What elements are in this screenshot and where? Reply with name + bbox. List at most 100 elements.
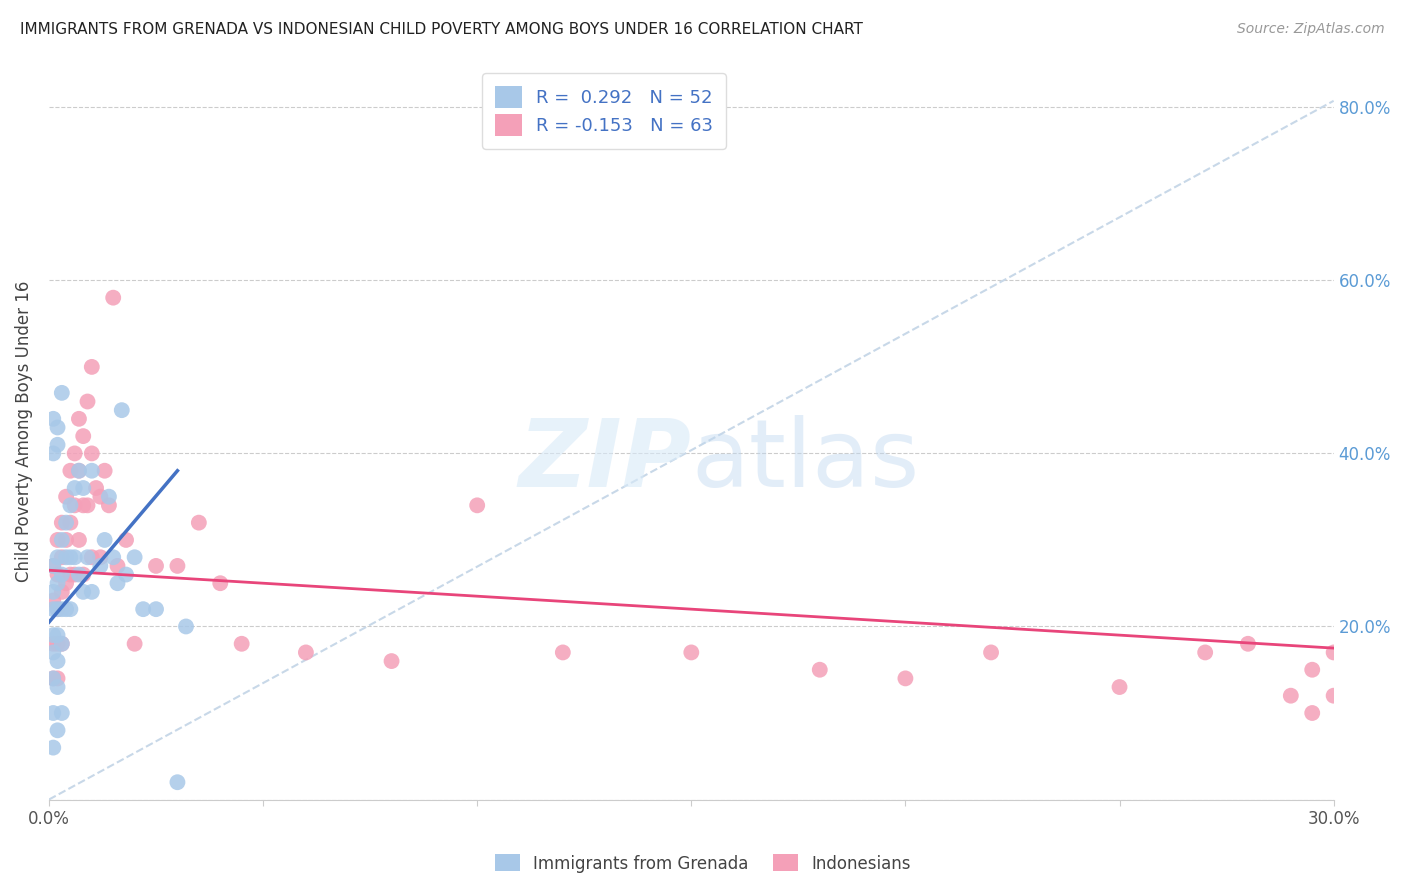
Point bbox=[42, 602, 65, 616]
Point bbox=[59, 499, 82, 513]
Point bbox=[46, 533, 69, 547]
Point bbox=[63, 550, 86, 565]
Point bbox=[46, 628, 69, 642]
Point bbox=[1301, 663, 1323, 677]
Point bbox=[80, 359, 103, 374]
Text: IMMIGRANTS FROM GRENADA VS INDONESIAN CHILD POVERTY AMONG BOYS UNDER 16 CORRELAT: IMMIGRANTS FROM GRENADA VS INDONESIAN CH… bbox=[20, 22, 862, 37]
Point bbox=[46, 576, 69, 591]
Text: ZIP: ZIP bbox=[519, 415, 692, 508]
Point bbox=[42, 593, 65, 607]
Point bbox=[55, 516, 77, 530]
Point bbox=[111, 403, 134, 417]
Point bbox=[51, 567, 73, 582]
Point bbox=[980, 645, 1002, 659]
Point bbox=[51, 706, 73, 720]
Point bbox=[465, 499, 488, 513]
Point bbox=[63, 446, 86, 460]
Point bbox=[46, 602, 69, 616]
Point bbox=[1323, 645, 1346, 659]
Point bbox=[231, 637, 253, 651]
Point bbox=[80, 585, 103, 599]
Point bbox=[46, 637, 69, 651]
Point bbox=[67, 567, 90, 582]
Point bbox=[55, 533, 77, 547]
Point bbox=[124, 637, 146, 651]
Point bbox=[42, 637, 65, 651]
Point bbox=[551, 645, 574, 659]
Point bbox=[59, 602, 82, 616]
Point bbox=[42, 645, 65, 659]
Point bbox=[67, 464, 90, 478]
Point bbox=[808, 663, 831, 677]
Point bbox=[72, 481, 94, 495]
Point bbox=[145, 558, 167, 573]
Point bbox=[42, 672, 65, 686]
Point bbox=[51, 516, 73, 530]
Point bbox=[1301, 706, 1323, 720]
Point bbox=[51, 585, 73, 599]
Point bbox=[42, 412, 65, 426]
Point bbox=[89, 490, 111, 504]
Point bbox=[46, 420, 69, 434]
Point bbox=[103, 550, 125, 565]
Point bbox=[42, 558, 65, 573]
Point bbox=[97, 490, 120, 504]
Point bbox=[55, 576, 77, 591]
Point bbox=[42, 706, 65, 720]
Point bbox=[51, 637, 73, 651]
Point bbox=[166, 558, 188, 573]
Point bbox=[93, 464, 115, 478]
Point bbox=[1194, 645, 1216, 659]
Point bbox=[84, 481, 107, 495]
Point bbox=[51, 533, 73, 547]
Point bbox=[46, 654, 69, 668]
Point bbox=[46, 672, 69, 686]
Point bbox=[59, 567, 82, 582]
Point bbox=[46, 680, 69, 694]
Point bbox=[89, 558, 111, 573]
Point bbox=[174, 619, 197, 633]
Point bbox=[681, 645, 703, 659]
Point bbox=[80, 550, 103, 565]
Point bbox=[80, 446, 103, 460]
Point bbox=[115, 567, 138, 582]
Point bbox=[67, 464, 90, 478]
Point bbox=[67, 533, 90, 547]
Point bbox=[72, 585, 94, 599]
Point bbox=[1237, 637, 1260, 651]
Point bbox=[46, 723, 69, 738]
Point bbox=[107, 576, 129, 591]
Point bbox=[76, 550, 98, 565]
Point bbox=[46, 567, 69, 582]
Point bbox=[51, 550, 73, 565]
Point bbox=[145, 602, 167, 616]
Point bbox=[89, 550, 111, 565]
Point bbox=[166, 775, 188, 789]
Point bbox=[42, 558, 65, 573]
Point bbox=[72, 429, 94, 443]
Point bbox=[46, 550, 69, 565]
Y-axis label: Child Poverty Among Boys Under 16: Child Poverty Among Boys Under 16 bbox=[15, 281, 32, 582]
Point bbox=[295, 645, 318, 659]
Point bbox=[209, 576, 232, 591]
Point bbox=[55, 602, 77, 616]
Point bbox=[55, 550, 77, 565]
Point bbox=[55, 490, 77, 504]
Point bbox=[76, 499, 98, 513]
Point bbox=[132, 602, 155, 616]
Point bbox=[63, 567, 86, 582]
Point bbox=[115, 533, 138, 547]
Point bbox=[72, 499, 94, 513]
Point bbox=[72, 567, 94, 582]
Point bbox=[80, 464, 103, 478]
Point bbox=[103, 291, 125, 305]
Point bbox=[42, 740, 65, 755]
Point bbox=[76, 394, 98, 409]
Point bbox=[894, 672, 917, 686]
Point bbox=[124, 550, 146, 565]
Point bbox=[380, 654, 402, 668]
Point bbox=[46, 438, 69, 452]
Point bbox=[59, 464, 82, 478]
Legend: Immigrants from Grenada, Indonesians: Immigrants from Grenada, Indonesians bbox=[488, 847, 918, 880]
Point bbox=[63, 481, 86, 495]
